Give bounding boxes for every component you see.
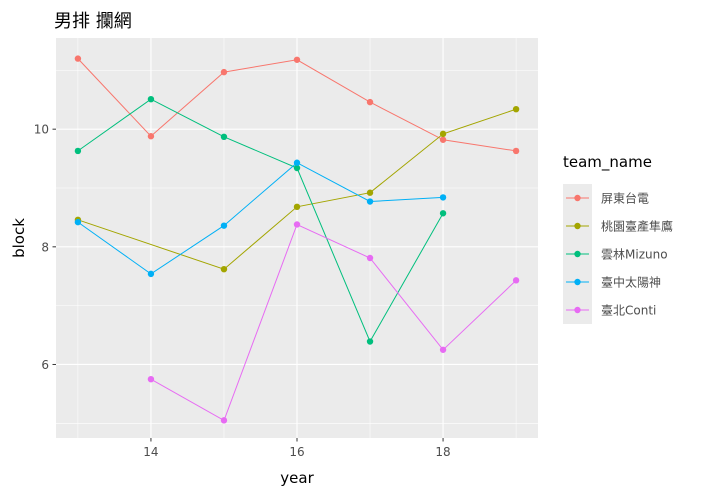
data-point xyxy=(366,198,374,205)
data-point xyxy=(74,218,82,226)
legend-label: 臺中太陽神 xyxy=(601,275,661,290)
data-point xyxy=(293,56,301,63)
y-tick-label: 8 xyxy=(41,240,49,254)
data-point xyxy=(439,130,447,138)
legend-label: 屏東台電 xyxy=(601,191,649,206)
y-axis: 6 8 10 xyxy=(34,123,56,372)
data-point xyxy=(439,210,447,217)
y-tick-label: 6 xyxy=(41,358,49,372)
series-line-1 xyxy=(77,108,517,270)
data-point xyxy=(293,164,301,172)
data-point xyxy=(147,95,155,103)
data-point xyxy=(439,136,447,143)
data-point xyxy=(512,147,520,155)
data-point xyxy=(220,68,228,76)
data-point xyxy=(366,338,374,345)
y-axis-title: block xyxy=(10,218,28,258)
data-point xyxy=(512,277,520,284)
x-tick-label: 16 xyxy=(289,445,304,459)
data-point xyxy=(439,346,447,353)
series-line-2 xyxy=(77,98,444,343)
legend-key-point xyxy=(574,194,581,202)
data-point xyxy=(439,194,447,201)
data-point xyxy=(293,203,301,211)
legend-label: 雲林Mizuno xyxy=(601,248,668,262)
data-point xyxy=(293,221,301,228)
x-axis-title: year xyxy=(280,469,314,487)
legend-label: 桃園臺產隼鷹 xyxy=(601,219,673,234)
data-point xyxy=(220,222,228,229)
x-tick-label: 14 xyxy=(143,445,158,459)
legend-key-point xyxy=(574,222,581,230)
data-point xyxy=(366,254,374,262)
data-point xyxy=(512,105,520,113)
y-tick-label: 10 xyxy=(34,123,49,137)
data-point xyxy=(147,375,155,383)
gridlines xyxy=(56,38,538,438)
series-line-3 xyxy=(77,162,444,275)
data-point xyxy=(293,159,301,166)
legend-label: 臺北Conti xyxy=(601,303,656,318)
data-point xyxy=(220,265,228,273)
series-line-4 xyxy=(150,223,517,422)
data-point xyxy=(220,417,228,424)
legend-key-point xyxy=(574,306,581,314)
data-point xyxy=(220,133,228,141)
x-tick-label: 18 xyxy=(435,445,450,459)
legend-key-point xyxy=(574,278,581,286)
data-point xyxy=(147,270,155,278)
legend-key-point xyxy=(574,250,581,258)
data-point xyxy=(366,98,374,106)
legend-title: team_name xyxy=(563,153,652,172)
data-point xyxy=(74,147,82,155)
series-points xyxy=(74,55,520,424)
chart-title: 男排 攔網 xyxy=(54,11,132,32)
data-point xyxy=(147,133,155,140)
x-axis: 14 16 18 xyxy=(143,438,451,459)
data-point xyxy=(366,189,374,196)
data-point xyxy=(74,55,82,62)
